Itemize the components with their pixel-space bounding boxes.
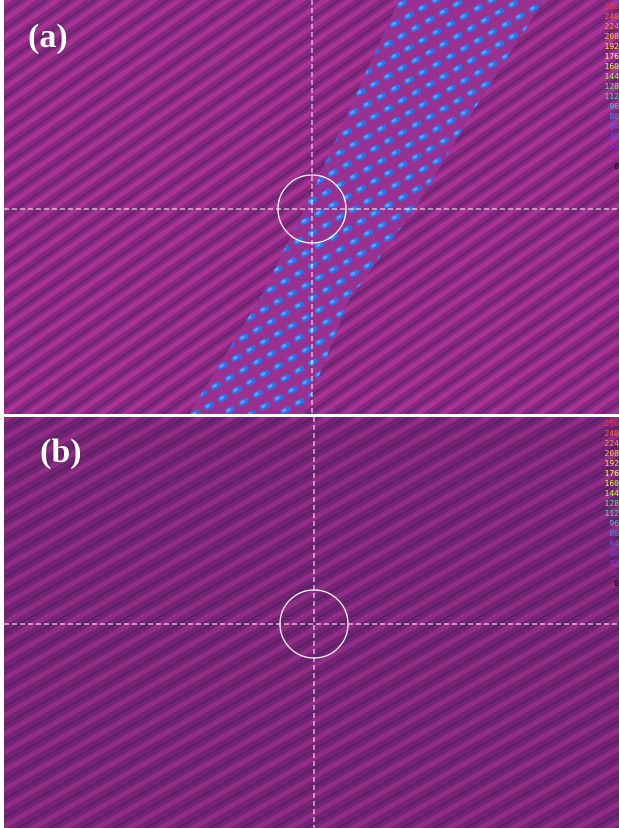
scale-tick-label: 160: [604, 479, 619, 488]
target-circle: [277, 174, 347, 244]
interferogram-a: [4, 0, 619, 414]
scale-tick-label: 16: [609, 569, 619, 578]
scale-tick-label: 240: [604, 12, 619, 21]
scale-tick-label: 16: [609, 152, 619, 161]
scale-tick-label: 96: [609, 102, 619, 111]
panel-label-b: (b): [40, 433, 82, 470]
scale-tick-label: 80: [609, 112, 619, 121]
scale-tick-label: 32: [609, 142, 619, 151]
scale-tick-label: 176: [604, 469, 619, 478]
scale-tick-label: 176: [604, 52, 619, 61]
scale-tick-label: 48: [609, 132, 619, 141]
scale-tick-label: 48: [609, 549, 619, 558]
scale-tick-label: 64: [609, 122, 619, 131]
scale-tick-label: 80: [609, 529, 619, 538]
scale-tick-label: 192: [604, 459, 619, 468]
scale-tick-label: 208: [604, 32, 619, 41]
interferogram-b: [4, 417, 619, 828]
scale-tick-label: 224: [604, 439, 619, 448]
color-scale-a: 256 240 224 208 192 176 160 144 128 112 96 80 64 48 32…: [601, 2, 619, 172]
scale-tick-label: 64: [609, 539, 619, 548]
scale-tick-label: 256: [604, 419, 619, 428]
scale-tick-label: 32: [609, 559, 619, 568]
scale-tick-label: 224: [604, 22, 619, 31]
panel-divider: [0, 414, 619, 417]
scale-tick-label: 144: [604, 72, 619, 81]
scale-tick-label: 112: [604, 92, 619, 101]
scale-tick-label: 0: [614, 162, 619, 171]
scale-tick-label: 240: [604, 429, 619, 438]
scale-tick-label: 128: [604, 82, 619, 91]
panel-b: (b) 256 240 224 208 192 176 160 144 128 112 96 80 64…: [4, 417, 619, 828]
color-scale-b: 256 240 224 208 192 176 160 144 128 112 96 80 64 48 32…: [601, 419, 619, 589]
scale-tick-label: 144: [604, 489, 619, 498]
panel-a: (a) 256 240 224 208 192 176 160 144 128 112 96 80 64…: [4, 0, 619, 414]
scale-tick-label: 128: [604, 499, 619, 508]
scale-tick-label: 96: [609, 519, 619, 528]
scale-tick-label: 208: [604, 449, 619, 458]
scale-tick-label: 192: [604, 42, 619, 51]
scale-tick-label: 160: [604, 62, 619, 71]
scale-tick-label: 256: [604, 2, 619, 11]
scale-tick-label: 0: [614, 579, 619, 588]
target-circle: [279, 589, 349, 659]
scale-tick-label: 112: [604, 509, 619, 518]
panel-label-a: (a): [28, 18, 68, 55]
